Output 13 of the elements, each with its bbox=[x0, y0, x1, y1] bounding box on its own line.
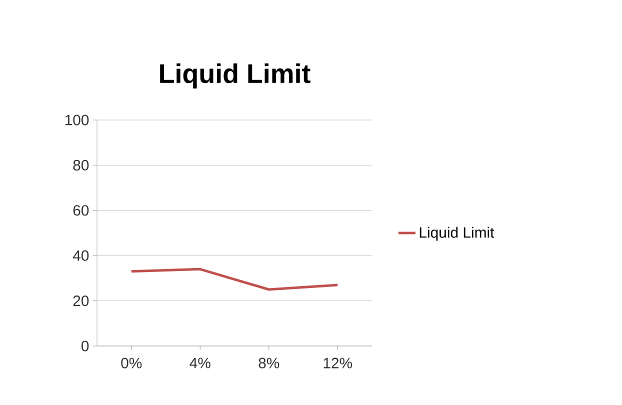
legend-label: Liquid Limit bbox=[420, 226, 494, 241]
x-tick-label: 8% bbox=[258, 358, 280, 368]
x-tick-label: 0% bbox=[121, 358, 142, 368]
x-tick-label: 4% bbox=[190, 358, 210, 368]
x-tick-label: 12% bbox=[324, 358, 352, 368]
y-tick-label: 80 bbox=[73, 160, 89, 170]
line-series bbox=[130, 268, 339, 291]
y-tick-label: 40 bbox=[72, 250, 89, 261]
y-tick-label: 100 bbox=[65, 114, 89, 126]
y-tick-label: 60 bbox=[73, 205, 89, 216]
chart-title: Liquid Limit bbox=[160, 63, 310, 88]
y-tick-label: 0 bbox=[82, 340, 89, 352]
y-tick-label: 20 bbox=[73, 296, 89, 306]
